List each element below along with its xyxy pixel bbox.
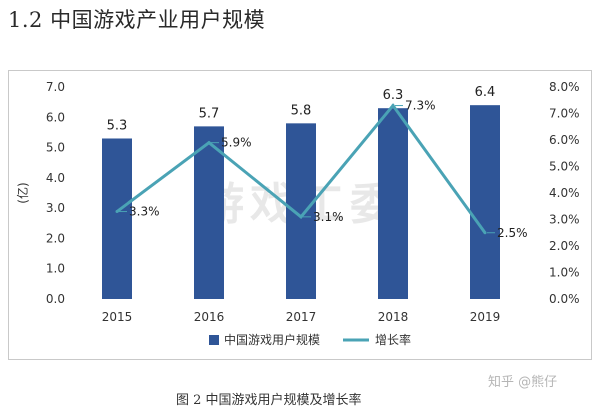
line-point (299, 215, 303, 219)
y2-tick-label: 6.0% (549, 133, 580, 147)
y2-tick-label: 3.0% (549, 213, 580, 227)
bar-value-label: 5.7 (199, 106, 220, 121)
y-axis-label: (亿) (15, 182, 30, 203)
bar (470, 105, 500, 299)
line-value-label: 3.3% (129, 205, 160, 219)
y-axis-left: 0.0 1.0 2.0 3.0 4.0 5.0 6.0 7.0 (46, 80, 65, 306)
chart-frame: 游戏工委 0.01.02.03.04.05.06.07.0 0.0%1.0%2.… (8, 70, 592, 360)
y2-tick-label: 1.0% (549, 266, 580, 280)
legend: 中国游戏用户规模 增长率 (209, 332, 411, 347)
x-tick-label: 2016 (194, 310, 225, 324)
y-tick-label: 0.0 (46, 292, 65, 306)
x-tick-label: 2015 (102, 310, 133, 324)
line-point (391, 104, 395, 108)
line-series: 3.3% 5.9% 3.1% 7.3% 2.5% (115, 99, 528, 240)
x-tick-label: 2017 (286, 310, 317, 324)
line-value-label: 3.1% (313, 210, 344, 224)
y-tick-label: 5.0 (46, 141, 65, 155)
y2-tick-label: 8.0% (549, 80, 580, 94)
brand-watermark: 知乎 @熊仔 (488, 375, 558, 390)
bar-value-label: 5.3 (107, 118, 128, 133)
legend-label: 中国游戏用户规模 (224, 332, 320, 347)
x-tick-label: 2019 (470, 310, 501, 324)
bar-value-label: 6.4 (475, 85, 496, 100)
bar (286, 123, 316, 299)
bar (102, 138, 132, 299)
bar-value-label: 5.8 (291, 103, 312, 118)
line-point (207, 141, 211, 145)
y2-tick-label: 5.0% (549, 160, 580, 174)
section-heading: 1.2 中国游戏产业用户规模 (8, 8, 266, 32)
y-tick-label: 4.0 (46, 171, 65, 185)
legend-label: 增长率 (375, 332, 411, 347)
line-point (483, 231, 487, 235)
chart: 游戏工委 0.01.02.03.04.05.06.07.0 0.0%1.0%2.… (15, 80, 580, 347)
y-axis-right: 0.0% 1.0% 2.0% 3.0% 4.0% 5.0% 6.0% 7.0% 8.0% (549, 80, 580, 306)
y-tick-label: 6.0 (46, 110, 65, 124)
bar (378, 108, 408, 299)
bar-value-label: 6.3 (383, 88, 404, 103)
y2-tick-label: 7.0% (549, 107, 580, 121)
line-point (115, 210, 119, 214)
legend-swatch-bar (209, 335, 219, 345)
line-value-label: 7.3% (405, 99, 436, 113)
y-tick-label: 3.0 (46, 201, 65, 215)
y2-tick-label: 0.0% (549, 292, 580, 306)
y-tick-label: 7.0 (46, 80, 65, 94)
line-value-label: 2.5% (497, 226, 528, 240)
bar-series: 5.3 5.7 5.8 6.3 6.4 (102, 85, 500, 299)
x-axis: 2015 2016 2017 2018 2019 (102, 310, 501, 324)
figure-caption: 图 2 中国游戏用户规模及增长率 (176, 393, 362, 408)
y-tick-label: 1.0 (46, 262, 65, 276)
y-tick-label: 2.0 (46, 231, 65, 245)
y2-tick-label: 2.0% (549, 239, 580, 253)
y2-tick-label: 4.0% (549, 186, 580, 200)
bar (194, 126, 224, 299)
line-value-label: 5.9% (221, 136, 252, 150)
x-tick-label: 2018 (378, 310, 409, 324)
